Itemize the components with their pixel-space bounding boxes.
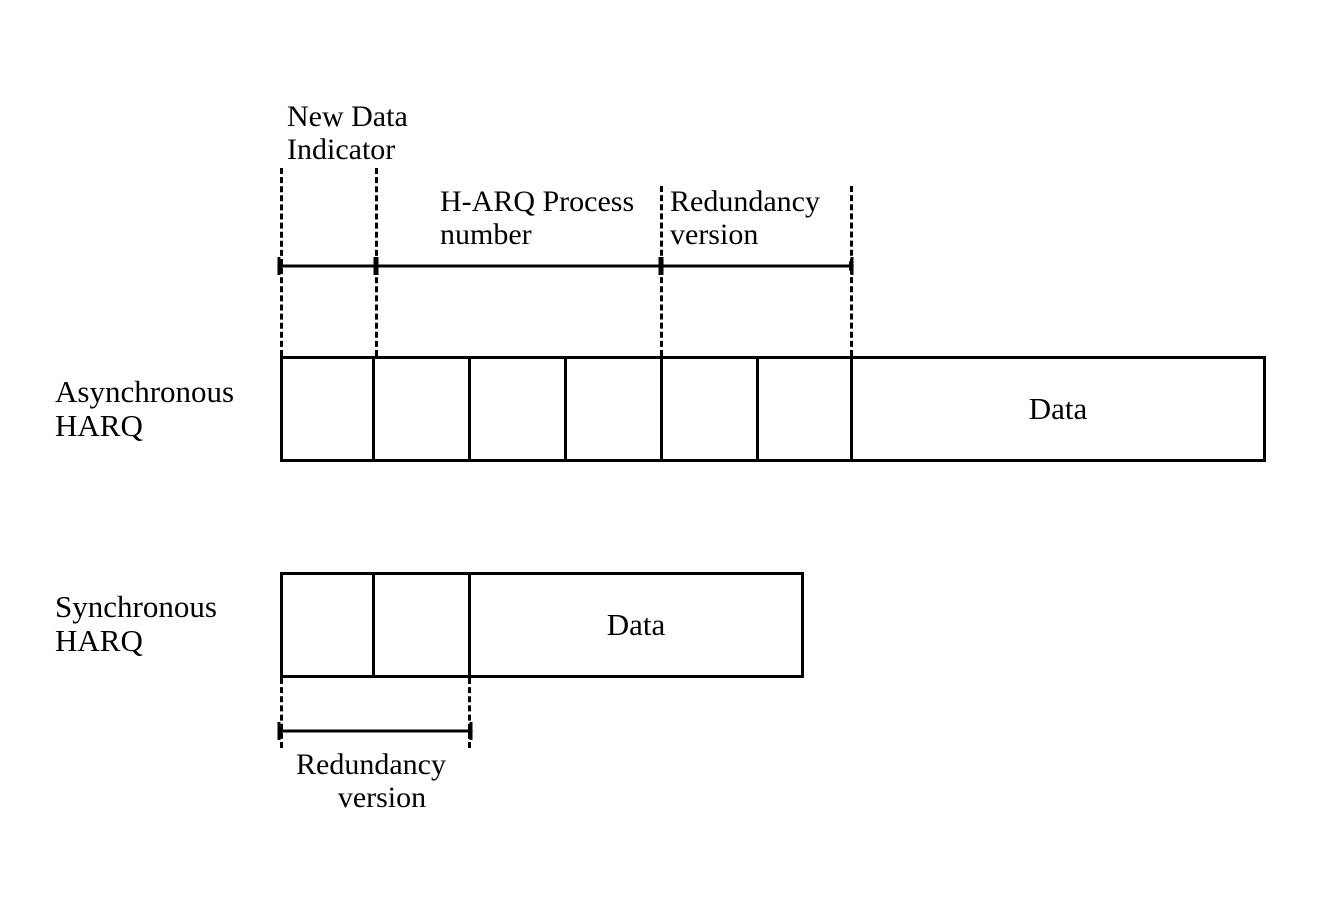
harq-process-label: H-ARQ Process number [440, 185, 634, 251]
sync-cell-2 [372, 572, 471, 678]
new-data-line2: Indicator [287, 133, 395, 166]
new-data-indicator-label: New Data Indicator [287, 100, 408, 166]
sync-data-cell: Data [468, 572, 804, 678]
async-data-label: Data [1029, 391, 1088, 427]
sync-line2: HARQ [55, 623, 143, 658]
redundancy-sync-label: Redundancy version [296, 748, 446, 814]
redundancy-line2: version [670, 218, 758, 251]
dim-arrow-harq-process [373, 255, 664, 277]
dim-arrow-redundancy-sync [277, 720, 473, 742]
async-cell-5 [660, 356, 759, 462]
dim-arrow-redundancy-top [658, 255, 854, 277]
new-data-line1: New Data [287, 100, 408, 133]
async-harq-label: Asynchronous HARQ [55, 375, 234, 443]
redundancy-line1: Redundancy [670, 185, 820, 218]
sync-cell-1 [280, 572, 375, 678]
dim-arrow-new-data [277, 255, 379, 277]
async-data-cell: Data [850, 356, 1266, 462]
async-cell-1 [280, 356, 375, 462]
async-cell-6 [756, 356, 853, 462]
sync-harq-label: Synchronous HARQ [55, 590, 217, 658]
sync-line1: Synchronous [55, 589, 217, 624]
async-cell-4 [564, 356, 663, 462]
redundancy-sync-line1: Redundancy [296, 748, 446, 781]
harq-process-line1: H-ARQ Process [440, 185, 634, 218]
async-cell-2 [372, 356, 471, 462]
harq-diagram: New Data Indicator H-ARQ Process number … [0, 0, 1325, 908]
async-line2: HARQ [55, 408, 143, 443]
redundancy-sync-line2: version [316, 781, 426, 814]
sync-data-label: Data [607, 607, 666, 643]
async-line1: Asynchronous [55, 374, 234, 409]
redundancy-version-label: Redundancy version [670, 185, 820, 251]
harq-process-line2: number [440, 218, 532, 251]
async-cell-3 [468, 356, 567, 462]
